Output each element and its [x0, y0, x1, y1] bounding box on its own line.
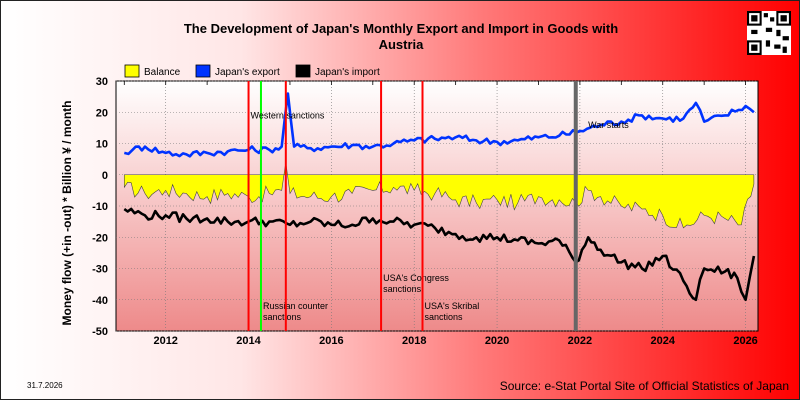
y-tick-label: -40	[92, 295, 108, 307]
x-tick-label: 2012	[153, 335, 177, 347]
y-tick-label: 10	[96, 139, 108, 151]
x-tick-label: 2026	[733, 335, 757, 347]
y-tick-label: -30	[92, 264, 108, 276]
series-import-line	[123, 207, 756, 302]
y-tick-label: -10	[92, 201, 108, 213]
date-stamp: 31.7.2026	[27, 381, 63, 390]
x-tick-label: 2020	[485, 335, 509, 347]
legend-label: Japan's import	[315, 67, 380, 78]
series-balance-area	[123, 162, 755, 229]
chart-title-line2: Austria	[378, 37, 424, 52]
chart-title-line1: The Development of Japan's Monthly Expor…	[183, 21, 619, 36]
legend-swatch	[195, 64, 211, 78]
x-tick-label: 2022	[568, 335, 592, 347]
y-tick-label: -50	[92, 326, 108, 338]
y-tick-label: 0	[102, 170, 108, 182]
legend-label: Japan's export	[215, 67, 280, 78]
x-tick-label: 2016	[319, 335, 343, 347]
event-label: sanctions	[383, 284, 422, 294]
event-label: Western sanctions	[251, 111, 325, 121]
event-label: USA's Congress	[383, 273, 449, 283]
y-tick-label: -20	[92, 232, 108, 244]
chart-title: The Development of Japan's Monthly Expor…	[161, 21, 641, 53]
legend-swatch	[124, 64, 140, 78]
y-tick-label: 20	[96, 107, 108, 119]
event-label: sanctions	[425, 312, 464, 322]
x-tick-label: 2024	[650, 335, 675, 347]
event-label: Russian counter	[263, 301, 328, 311]
x-tick-label: 2018	[402, 335, 426, 347]
series-export-line	[123, 92, 755, 158]
y-tick-label: 30	[96, 76, 108, 88]
qr-code-icon	[747, 11, 791, 55]
legend-swatch	[295, 64, 311, 78]
legend-label: Balance	[144, 67, 181, 78]
event-label: USA's Skribal	[425, 301, 480, 311]
event-label: War starts	[588, 120, 629, 130]
source-note: Source: e-Stat Portal Site of Official S…	[499, 379, 789, 393]
event-label: sanctions	[263, 312, 302, 322]
x-tick-label: 2014	[236, 335, 261, 347]
